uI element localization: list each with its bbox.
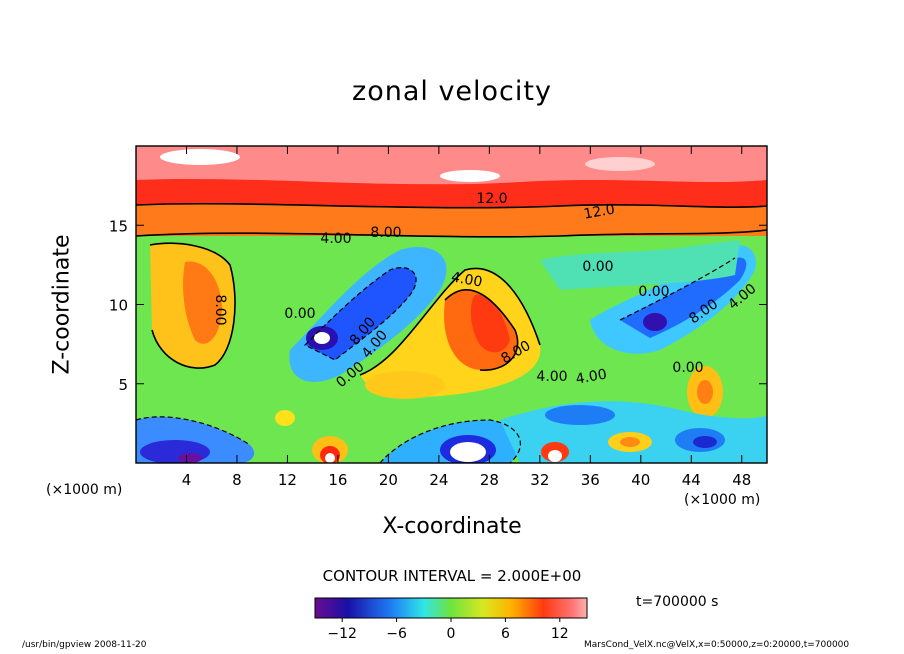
colorbar: [314, 597, 588, 619]
chart-title: zonal velocity: [352, 76, 552, 107]
x-axis-ticks: 4 8 12 16 20 24 28 32 36 40 44 48: [182, 146, 751, 489]
contour-interval-label: CONTOUR INTERVAL = 2.000E+00: [322, 567, 582, 585]
x-tick-label: 20: [379, 471, 398, 489]
x-tick-label: 48: [732, 471, 751, 489]
heatmap-field: [136, 146, 767, 463]
contour-label: 0.00: [284, 306, 315, 322]
x-unit-label-left: (×1000 m): [46, 482, 123, 498]
x-tick-label: 12: [278, 471, 297, 489]
footer-source: MarsCond_VelX.nc@VelX,x=0:50000,z=0:2000…: [584, 640, 850, 650]
colorbar-ticks: −12 −6 0 6 12: [327, 618, 569, 642]
colorbar-tick-label: 12: [551, 626, 569, 642]
colorbar-tick-label: 0: [447, 626, 456, 642]
y-axis-ticks: 5 10 15: [109, 217, 767, 394]
y-axis-title: Z-coordinate: [49, 234, 75, 375]
contour-label: 4.00: [450, 269, 483, 290]
contour-label: 4.00: [575, 366, 608, 387]
contour-label: 8.00: [212, 294, 228, 325]
x-tick-label: 36: [581, 471, 600, 489]
contour-label: 8.00: [370, 225, 401, 241]
colorbar-tick-label: −12: [327, 626, 357, 642]
x-tick-label: 28: [480, 471, 499, 489]
footer-command: /usr/bin/gpview 2008-11-20: [22, 640, 147, 650]
contour-label: 0.00: [582, 259, 613, 275]
contour-label: 0.00: [672, 360, 703, 376]
x-tick-label: 4: [182, 471, 192, 489]
x-tick-label: 44: [682, 471, 701, 489]
x-tick-label: 16: [328, 471, 347, 489]
x-tick-label: 32: [530, 471, 549, 489]
colorbar-tick-label: −6: [386, 626, 407, 642]
y-tick-label: 5: [118, 376, 128, 394]
colorbar-tick-label: 6: [501, 626, 510, 642]
contour-label: 0.00: [638, 284, 669, 300]
x-tick-label: 40: [631, 471, 650, 489]
y-tick-label: 15: [109, 217, 128, 235]
contour-label: 12.0: [583, 201, 616, 222]
x-tick-label: 24: [429, 471, 448, 489]
x-axis-title: X-coordinate: [382, 514, 522, 539]
x-tick-label: 8: [232, 471, 242, 489]
contour-label: 4.00: [536, 369, 567, 385]
x-unit-label-right: (×1000 m): [684, 492, 761, 508]
contour-label: 12.0: [476, 191, 507, 207]
time-label: t=700000 s: [636, 594, 719, 610]
y-tick-label: 10: [109, 297, 128, 315]
contour-label: 4.00: [320, 231, 351, 247]
